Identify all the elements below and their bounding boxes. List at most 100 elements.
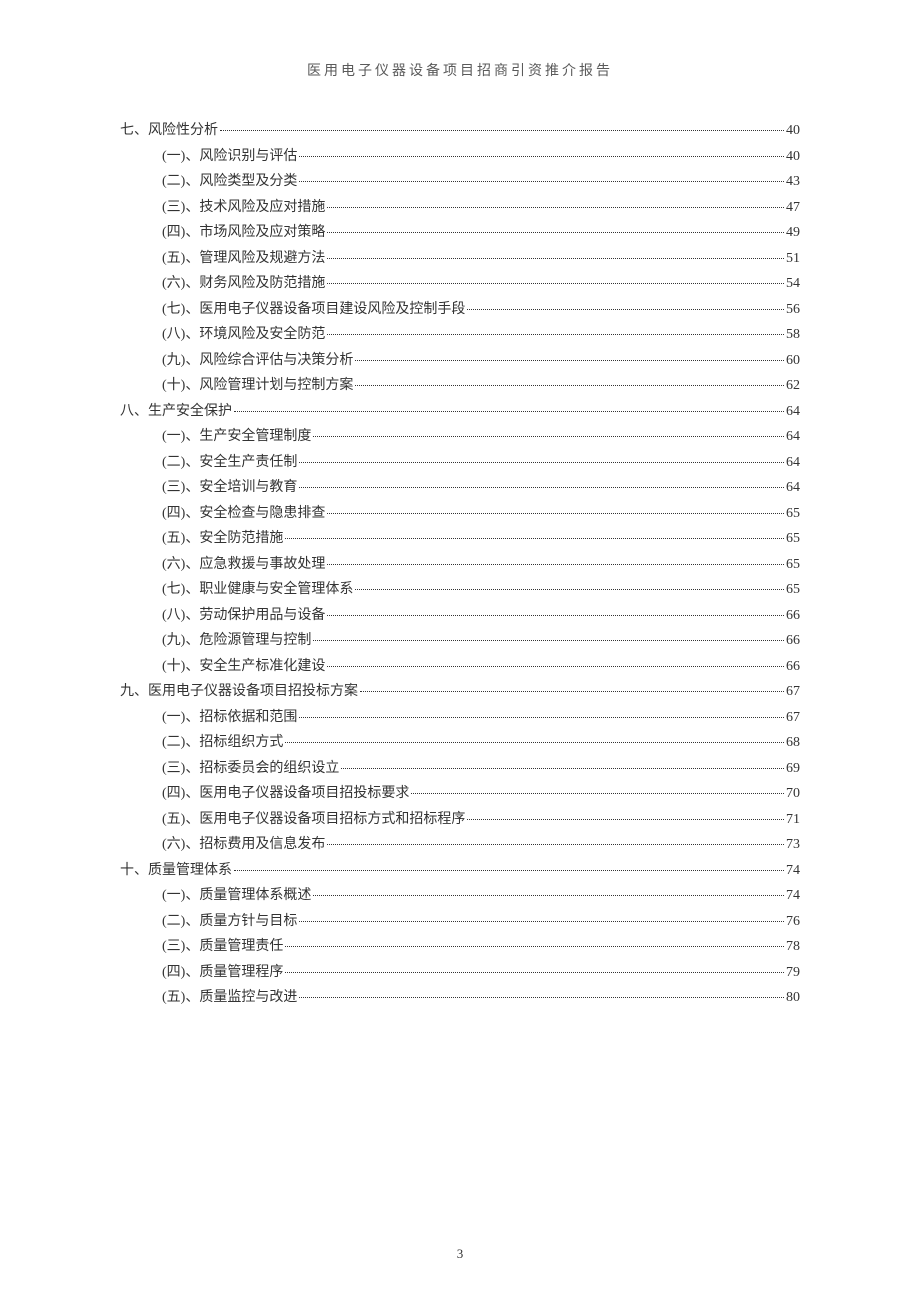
toc-entry-page: 47 [786, 197, 800, 218]
toc-entry-label: (二)、招标组织方式 [162, 732, 283, 753]
page-header-title: 医用电子仪器设备项目招商引资推介报告 [120, 60, 800, 80]
toc-entry-page: 40 [786, 120, 800, 141]
toc-leader-dots [285, 742, 784, 743]
toc-leader-dots [355, 385, 784, 386]
toc-entry: (二)、安全生产责任制 64 [120, 452, 800, 473]
toc-entry-label: (五)、管理风险及规避方法 [162, 248, 325, 269]
toc-leader-dots [285, 946, 784, 947]
toc-leader-dots [327, 615, 784, 616]
toc-entry: (七)、医用电子仪器设备项目建设风险及控制手段 56 [120, 299, 800, 320]
toc-leader-dots [285, 538, 784, 539]
toc-entry-page: 51 [786, 248, 800, 269]
toc-entry-page: 62 [786, 375, 800, 396]
toc-entry-label: (四)、市场风险及应对策略 [162, 222, 325, 243]
toc-leader-dots [285, 972, 784, 973]
toc-leader-dots [327, 207, 784, 208]
toc-entry-page: 68 [786, 732, 800, 753]
toc-entry-page: 78 [786, 936, 800, 957]
toc-entry-page: 43 [786, 171, 800, 192]
toc-entry-page: 54 [786, 273, 800, 294]
toc-entry-page: 64 [786, 426, 800, 447]
toc-entry-page: 67 [786, 681, 800, 702]
toc-entry: (二)、风险类型及分类 43 [120, 171, 800, 192]
toc-entry-page: 76 [786, 911, 800, 932]
toc-entry-page: 58 [786, 324, 800, 345]
toc-entry: (三)、安全培训与教育 64 [120, 477, 800, 498]
toc-entry: (一)、风险识别与评估40 [120, 146, 800, 167]
toc-entry-label: 十、质量管理体系 [120, 860, 232, 881]
toc-leader-dots [299, 717, 784, 718]
toc-leader-dots [327, 258, 784, 259]
toc-entry: (六)、财务风险及防范措施 54 [120, 273, 800, 294]
toc-entry: 九、医用电子仪器设备项目招投标方案 67 [120, 681, 800, 702]
toc-entry: (十)、安全生产标准化建设66 [120, 656, 800, 677]
toc-leader-dots [341, 768, 784, 769]
toc-entry: (五)、质量监控与改进80 [120, 987, 800, 1008]
toc-entry-page: 65 [786, 528, 800, 549]
toc-entry-label: (五)、安全防范措施 [162, 528, 283, 549]
toc-entry: (三)、招标委员会的组织设立 69 [120, 758, 800, 779]
toc-entry-page: 66 [786, 605, 800, 626]
document-page: 医用电子仪器设备项目招商引资推介报告 七、风险性分析40 (一)、风险识别与评估4… [0, 0, 920, 1302]
toc-entry-label: (二)、质量方针与目标 [162, 911, 297, 932]
toc-entry-page: 73 [786, 834, 800, 855]
toc-entry: (八)、劳动保护用品与设备66 [120, 605, 800, 626]
toc-leader-dots [327, 334, 784, 335]
toc-entry: (四)、市场风险及应对策略49 [120, 222, 800, 243]
toc-entry-label: (六)、应急救援与事故处理 [162, 554, 325, 575]
toc-entry-page: 60 [786, 350, 800, 371]
toc-entry-page: 74 [786, 885, 800, 906]
toc-entry-label: 八、生产安全保护 [120, 401, 232, 422]
toc-entry-page: 65 [786, 503, 800, 524]
toc-leader-dots [299, 921, 784, 922]
toc-leader-dots [299, 997, 784, 998]
toc-leader-dots [313, 895, 784, 896]
toc-entry: 七、风险性分析40 [120, 120, 800, 141]
toc-entry-label: (三)、安全培训与教育 [162, 477, 297, 498]
toc-entry: 八、生产安全保护 64 [120, 401, 800, 422]
toc-entry-page: 65 [786, 554, 800, 575]
toc-entry-label: 九、医用电子仪器设备项目招投标方案 [120, 681, 358, 702]
toc-entry: (七)、职业健康与安全管理体系65 [120, 579, 800, 600]
toc-entry-label: (十)、风险管理计划与控制方案 [162, 375, 353, 396]
toc-entry-page: 69 [786, 758, 800, 779]
toc-leader-dots [360, 691, 784, 692]
toc-entry: (十)、风险管理计划与控制方案 62 [120, 375, 800, 396]
toc-leader-dots [411, 793, 784, 794]
toc-entry-label: (一)、质量管理体系概述 [162, 885, 311, 906]
toc-entry-label: (五)、医用电子仪器设备项目招标方式和招标程序 [162, 809, 465, 830]
toc-entry: (一)、招标依据和范围67 [120, 707, 800, 728]
toc-entry-label: (二)、风险类型及分类 [162, 171, 297, 192]
toc-leader-dots [467, 309, 784, 310]
toc-entry-page: 64 [786, 477, 800, 498]
toc-leader-dots [299, 462, 784, 463]
toc-leader-dots [467, 819, 784, 820]
page-number: 3 [0, 1246, 920, 1262]
toc-entry-label: (七)、职业健康与安全管理体系 [162, 579, 353, 600]
toc-entry-label: (四)、质量管理程序 [162, 962, 283, 983]
toc-entry-label: (三)、招标委员会的组织设立 [162, 758, 339, 779]
toc-entry: (四)、安全检查与隐患排查 65 [120, 503, 800, 524]
toc-entry-label: (七)、医用电子仪器设备项目建设风险及控制手段 [162, 299, 465, 320]
toc-entry-label: (五)、质量监控与改进 [162, 987, 297, 1008]
toc-entry-label: (四)、安全检查与隐患排查 [162, 503, 325, 524]
toc-entry-label: (二)、安全生产责任制 [162, 452, 297, 473]
toc-entry-page: 56 [786, 299, 800, 320]
toc-leader-dots [355, 360, 784, 361]
toc-entry-page: 64 [786, 452, 800, 473]
toc-entry-page: 66 [786, 656, 800, 677]
toc-leader-dots [299, 156, 784, 157]
toc-entry-page: 64 [786, 401, 800, 422]
toc-leader-dots [234, 870, 784, 871]
toc-entry-label: (六)、财务风险及防范措施 [162, 273, 325, 294]
toc-entry: (三)、质量管理责任78 [120, 936, 800, 957]
toc-leader-dots [327, 564, 784, 565]
table-of-contents: 七、风险性分析40 (一)、风险识别与评估40 (二)、风险类型及分类 43 (三)、技… [120, 120, 800, 1008]
toc-entry: (三)、技术风险及应对措施47 [120, 197, 800, 218]
toc-entry: 十、质量管理体系74 [120, 860, 800, 881]
toc-entry-page: 79 [786, 962, 800, 983]
toc-entry-label: (九)、危险源管理与控制 [162, 630, 311, 651]
toc-leader-dots [327, 232, 784, 233]
toc-entry: (四)、医用电子仪器设备项目招投标要求70 [120, 783, 800, 804]
toc-entry: (二)、质量方针与目标 76 [120, 911, 800, 932]
